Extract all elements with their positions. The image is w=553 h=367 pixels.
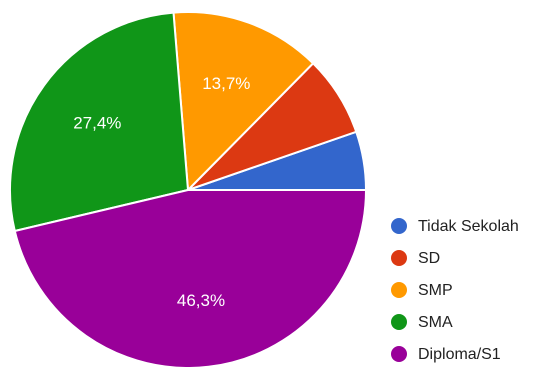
data-label-smp: 13,7% xyxy=(202,74,250,93)
legend-label-diploma-s1: Diploma/S1 xyxy=(418,346,501,363)
legend-label-sma: SMA xyxy=(418,314,453,331)
data-label-diploma-s1: 46,3% xyxy=(177,291,225,310)
legend: Tidak Sekolah SD SMP SMA Diploma/S1 xyxy=(391,218,519,363)
pie-slice-smp xyxy=(172,11,315,193)
legend-marker-sma xyxy=(391,314,407,330)
legend-marker-sd xyxy=(391,250,407,266)
legend-marker-tidak-sekolah xyxy=(391,218,407,234)
legend-label-tidak-sekolah: Tidak Sekolah xyxy=(418,218,519,235)
pie-labels: 13,7% 27,4% 46,3% xyxy=(73,74,250,310)
legend-label-sd: SD xyxy=(418,250,440,267)
data-label-sma: 27,4% xyxy=(73,114,121,133)
pie-slices xyxy=(9,11,368,367)
legend-marker-diploma-s1 xyxy=(391,346,407,362)
pie-slice-sma xyxy=(9,11,190,233)
legend-marker-smp xyxy=(391,282,407,298)
legend-label-smp: SMP xyxy=(418,282,453,299)
